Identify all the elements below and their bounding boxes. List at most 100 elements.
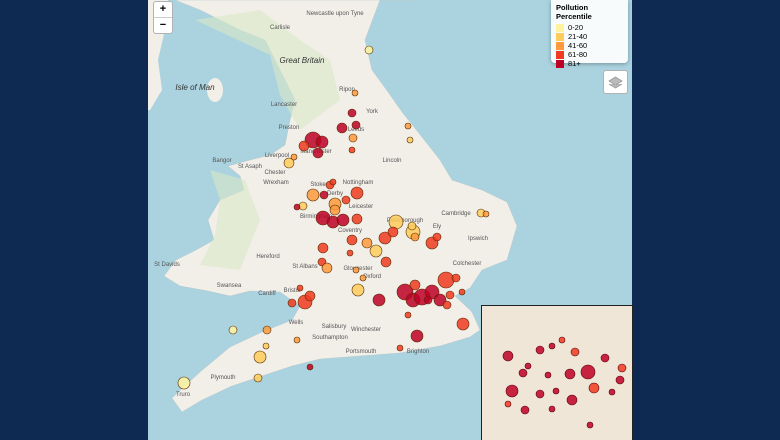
place-label: Nottingham [343, 180, 374, 186]
place-label: York [366, 109, 379, 115]
pollution-marker [298, 140, 310, 152]
pollution-marker [378, 231, 392, 245]
place-label: Southampton [312, 335, 348, 341]
pollution-marker [347, 108, 357, 118]
inset [481, 305, 633, 440]
pollution-marker [253, 373, 263, 383]
pollution-marker [359, 274, 367, 282]
place-label: Bristol [284, 288, 301, 294]
pollution-marker [298, 201, 308, 211]
pollution-marker [228, 325, 238, 335]
inset-marker [520, 405, 530, 415]
pollution-marker [319, 190, 329, 200]
inset-marker [548, 405, 556, 413]
pollution-marker [346, 234, 358, 246]
pollution-marker [329, 204, 341, 216]
inset-marker [564, 368, 576, 380]
inset-marker [504, 400, 512, 408]
pollution-marker [456, 317, 470, 331]
zoom-out[interactable]: − [159, 19, 167, 31]
pollution-marker [352, 266, 360, 274]
legend: Pollution Percentile 0-20 21-40 41-60 61-80… [551, 0, 628, 68]
layers-button[interactable] [603, 70, 628, 94]
place-label: Brighton [407, 349, 429, 355]
inset-marker [558, 336, 566, 344]
pollution-marker [406, 136, 414, 144]
pollution-marker [387, 226, 399, 238]
pollution-marker [177, 376, 191, 390]
inset-marker [566, 394, 578, 406]
place-label: Portsmouth [346, 349, 377, 355]
pollution-marker [306, 188, 320, 202]
place-label: Bangor [212, 158, 231, 164]
place-label: St Asaph [238, 164, 262, 170]
place-label: Colchester [453, 261, 482, 267]
pollution-marker [410, 232, 420, 242]
legend-item: 81+ [556, 59, 623, 68]
uplands [195, 10, 340, 130]
place-label: St Davids [154, 262, 180, 268]
legend-label: 81+ [568, 59, 581, 68]
place-label: St Albans [292, 264, 317, 270]
legend-label: 21-40 [568, 32, 588, 41]
isle-of-man [207, 78, 223, 102]
pollution-marker [312, 147, 324, 159]
pollution-marker [306, 363, 314, 371]
place-label: Lancaster [271, 102, 297, 108]
pollution-marker [351, 213, 363, 225]
place-label: Newcastle upon Tyne [306, 11, 364, 17]
inset-marker [502, 350, 514, 362]
inset-marker [518, 368, 528, 378]
pollution-marker [351, 283, 365, 297]
inset-marker [524, 362, 532, 370]
place-label: Leicester [349, 204, 373, 210]
legend-swatch [556, 41, 564, 50]
place-label: Ripon [339, 87, 355, 93]
legend-title: Pollution Percentile [556, 3, 592, 21]
place-label: Cardiff [258, 291, 276, 297]
pollution-marker [433, 293, 447, 307]
inset-marker [586, 421, 594, 429]
pollution-marker [404, 122, 412, 130]
pollution-marker [350, 186, 364, 200]
pollution-marker [423, 295, 433, 305]
legend-swatch [556, 23, 564, 32]
legend-swatch [556, 50, 564, 59]
place-label: Liverpool [265, 153, 289, 159]
pollution-marker [262, 325, 272, 335]
place-label: Truro [176, 392, 191, 398]
pollution-marker [380, 256, 392, 268]
pollution-marker [372, 293, 386, 307]
zoom-in[interactable]: + [154, 2, 172, 18]
pollution-marker [396, 344, 404, 352]
pollution-marker [304, 290, 316, 302]
pollution-marker [290, 153, 298, 161]
pollution-marker [317, 242, 329, 254]
place-label: Great Britain [280, 56, 325, 65]
pollution-marker [262, 342, 270, 350]
pollution-marker [437, 271, 455, 289]
place-label: Stoke [310, 182, 326, 188]
pollution-marker [451, 273, 461, 283]
inset-marker [548, 342, 556, 350]
pollution-marker [336, 122, 348, 134]
pollution-marker [388, 214, 404, 230]
pollution-marker [348, 146, 356, 154]
place-label: Isle of Man [175, 83, 215, 92]
pollution-marker [321, 262, 333, 274]
pollution-marker [404, 311, 412, 319]
pollution-marker [364, 45, 374, 55]
place-label: Salisbury [322, 324, 347, 330]
layers-icon [608, 76, 623, 89]
wales-hills [200, 170, 260, 270]
place-label: Peterborough [387, 218, 423, 224]
pollution-marker [351, 89, 359, 97]
pollution-marker [315, 135, 329, 149]
place-label: Wells [289, 320, 304, 326]
legend-label: 41-60 [568, 41, 588, 50]
inset-marker [535, 389, 545, 399]
place-label: Lincoln [382, 158, 401, 164]
pollution-marker [329, 178, 337, 186]
place-label: Preston [279, 125, 300, 131]
